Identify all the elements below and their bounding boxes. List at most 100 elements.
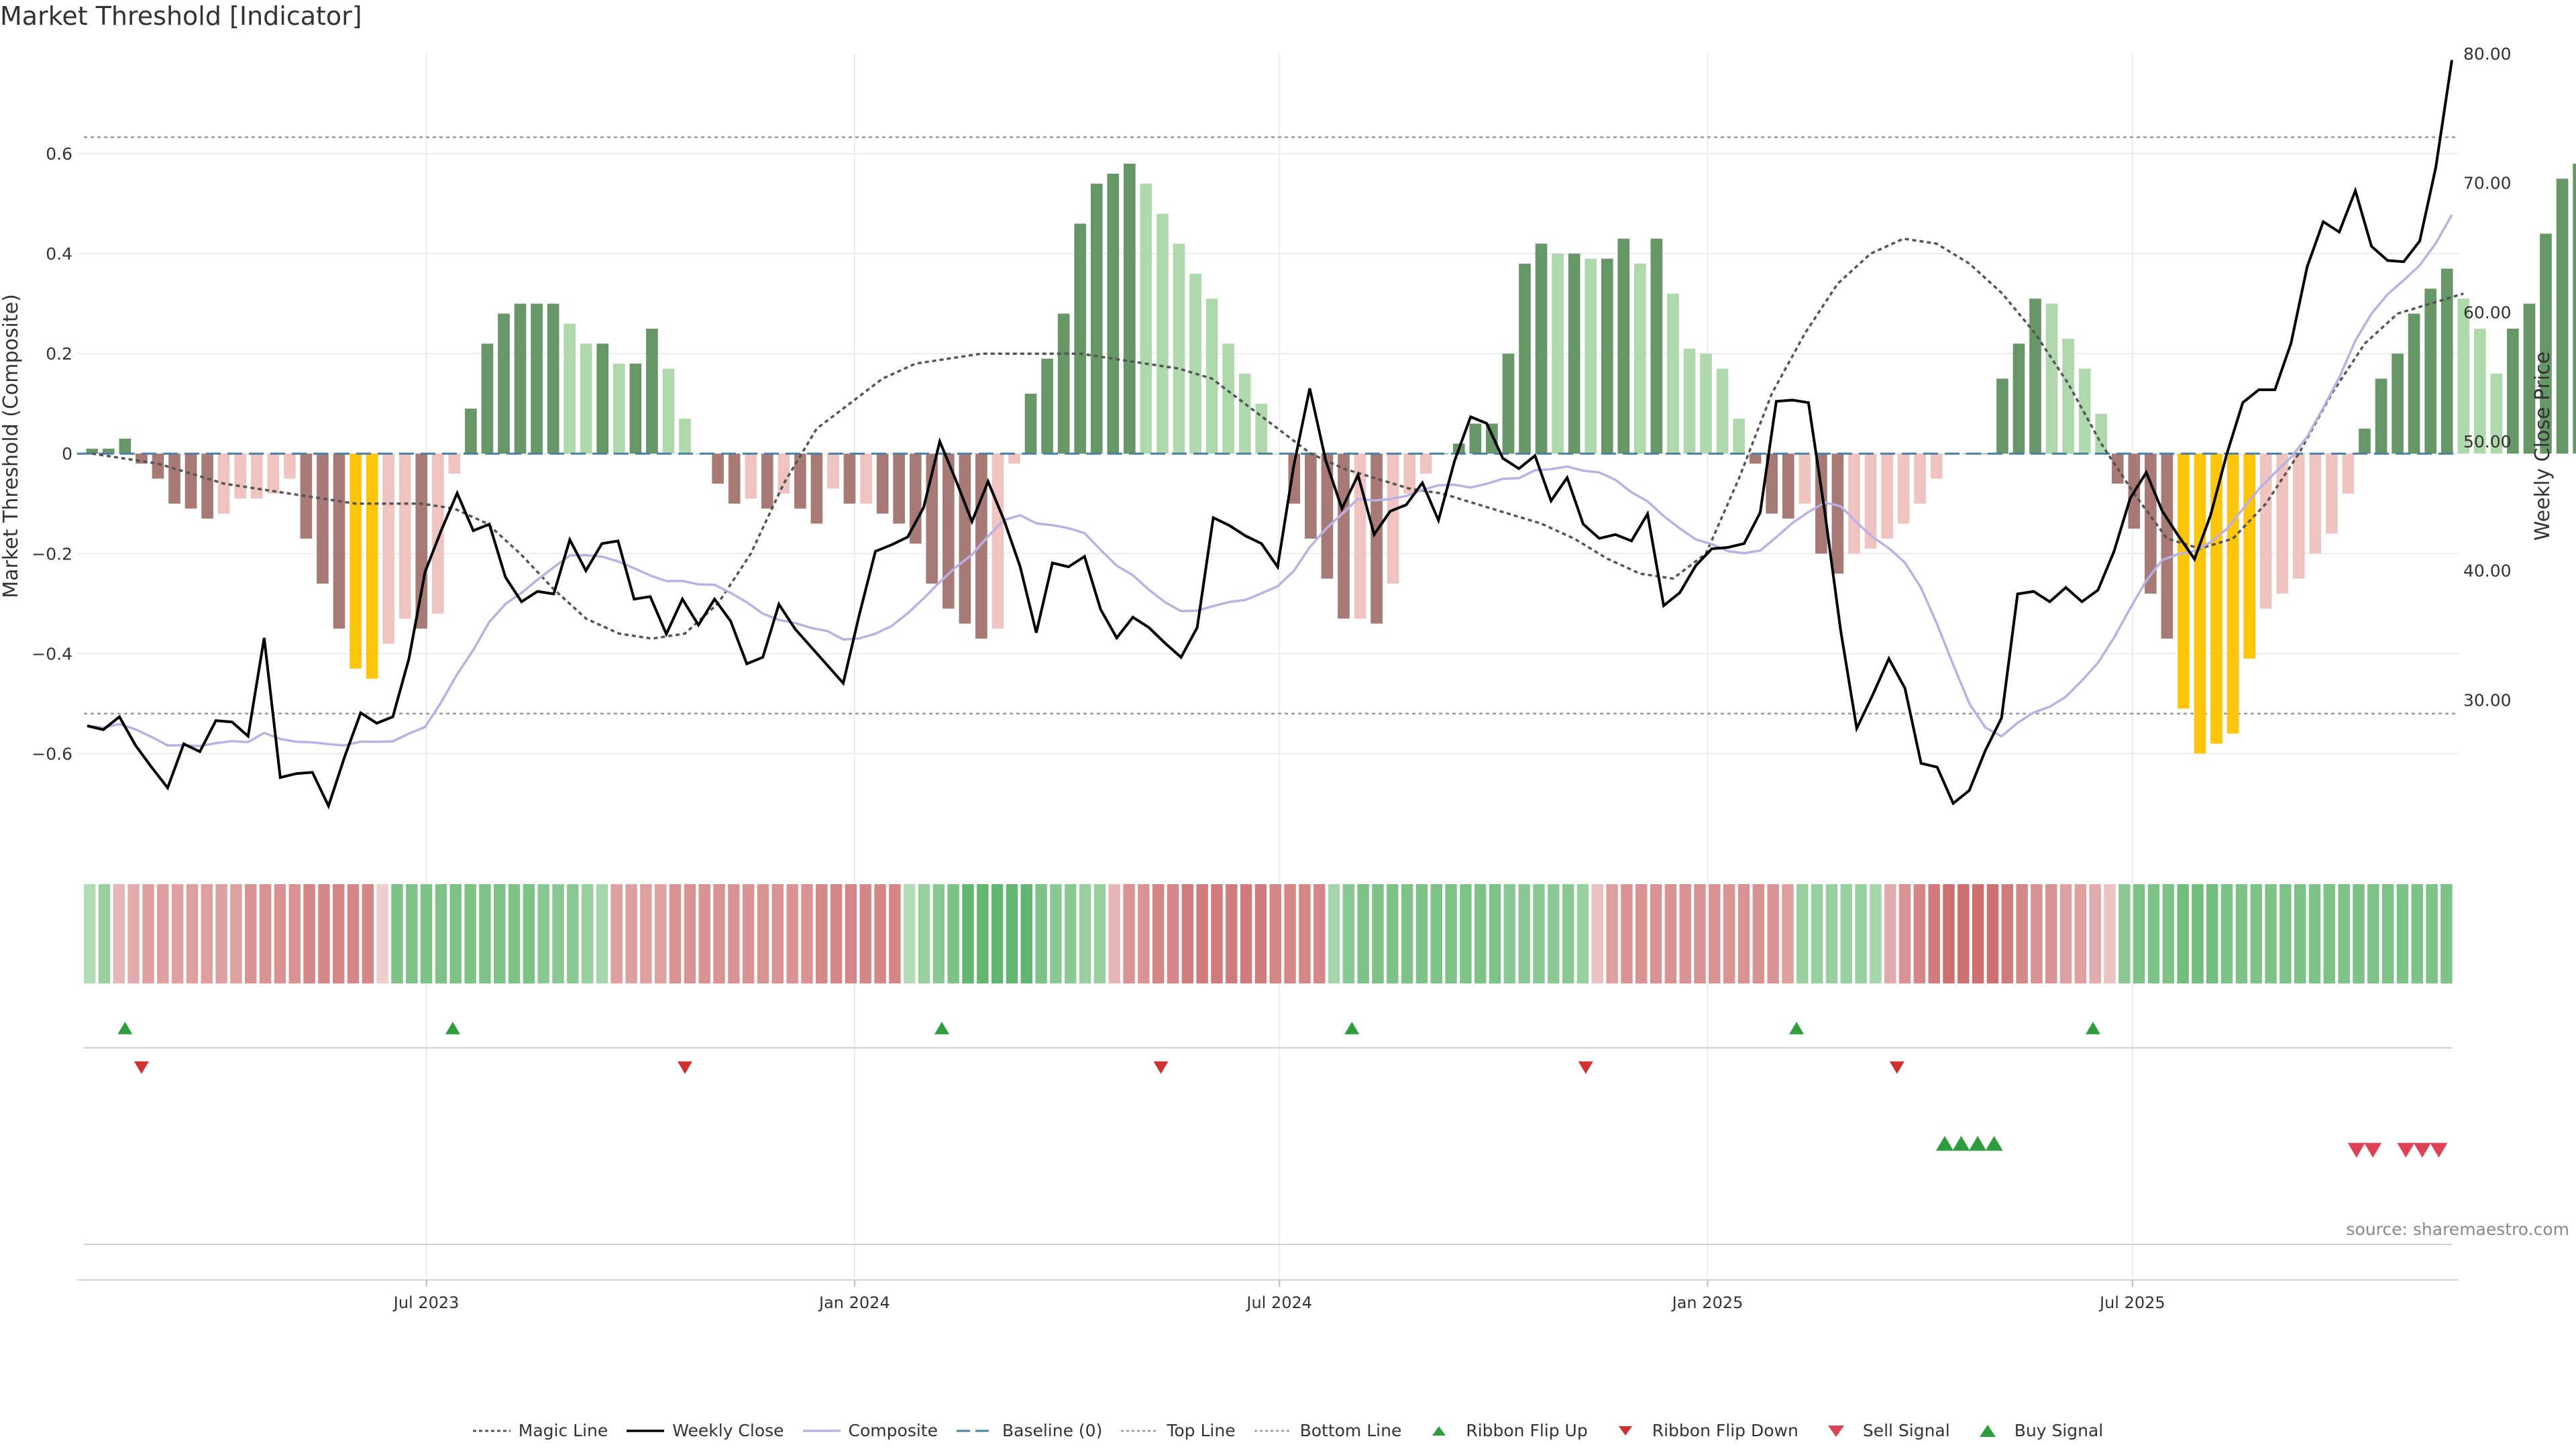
composite-bar: [1189, 273, 1201, 454]
composite-bar: [810, 453, 823, 524]
composite-bar: [1205, 299, 1218, 454]
ribbon-cell: [1679, 884, 1691, 983]
ribbon-cell: [274, 884, 286, 983]
composite-bar: [2523, 303, 2536, 454]
ribbon-cell: [977, 884, 989, 983]
composite-bar: [2029, 299, 2041, 454]
legend-item-baseline: Baseline (0): [956, 1421, 1102, 1440]
ribbon-cell: [215, 884, 227, 983]
composite-bar: [531, 303, 543, 454]
composite-bar: [2540, 233, 2552, 454]
ribbon-flip-up-marker: [1344, 1022, 1360, 1034]
ribbon-cell: [1752, 884, 1765, 983]
ribbon-cell: [947, 884, 959, 983]
composite-bar: [1617, 238, 1630, 454]
composite-bar: [448, 453, 461, 474]
ribbon-cell: [552, 884, 564, 983]
ribbon-cell: [2206, 884, 2218, 983]
ribbon-cell: [1196, 884, 1208, 983]
composite-bar: [1024, 393, 1037, 454]
composite-bar: [2012, 343, 2025, 454]
ribbon-cell: [1313, 884, 1326, 983]
ribbon-flip-up-marker: [445, 1022, 460, 1034]
legend-label: Magic Line: [518, 1421, 608, 1440]
buy-signal-marker: [1935, 1136, 1953, 1151]
composite-bar: [629, 364, 642, 454]
ribbon-cell: [859, 884, 871, 983]
ribbon-cell: [2220, 884, 2233, 983]
ribbon-cell: [1737, 884, 1750, 983]
right-tick-label: 30.00: [2463, 690, 2512, 710]
composite-bar: [2342, 453, 2355, 494]
ribbon-cell: [1518, 884, 1530, 983]
legend-item-close: Weekly Close: [627, 1421, 784, 1440]
composite-bar: [184, 453, 197, 509]
legend-swatch-magic: [472, 1430, 511, 1432]
composite-bar: [1371, 453, 1383, 624]
ribbon-cell: [288, 884, 301, 983]
ribbon-cell: [318, 884, 330, 983]
ribbon-cell: [113, 884, 125, 983]
sell-signal-marker: [2347, 1142, 2365, 1158]
ribbon-cell: [1152, 884, 1165, 983]
ribbon-cell: [2235, 884, 2248, 983]
legend-item-flip_down: Ribbon Flip Down: [1607, 1421, 1799, 1440]
buy-signal-marker: [1952, 1136, 1970, 1151]
composite-bar: [1057, 313, 1070, 454]
ribbon-cell: [1503, 884, 1516, 983]
composite-bar: [2556, 178, 2569, 454]
composite-bar: [794, 453, 806, 509]
ribbon-flip-up-marker: [2085, 1022, 2100, 1034]
composite-bar: [201, 453, 213, 519]
composite-bar: [2243, 453, 2255, 659]
ribbon-cell: [903, 884, 916, 983]
ribbon-cell: [1972, 884, 1984, 983]
composite-bar: [1271, 453, 1284, 455]
sell-signal-marker: [2364, 1142, 2382, 1158]
composite-bar: [2490, 373, 2503, 454]
composite-bar: [2161, 453, 2174, 639]
ribbon-cell: [1533, 884, 1545, 983]
legend-item-buy: Buy Signal: [1969, 1421, 2104, 1440]
ribbon-cell: [625, 884, 637, 983]
composite-bar: [975, 453, 987, 639]
ribbon-cell: [1387, 884, 1399, 983]
ribbon-flip-down-marker: [1153, 1061, 1169, 1074]
composite-bar: [596, 343, 609, 454]
composite-bar: [1519, 264, 1531, 454]
composite-bar: [102, 448, 115, 454]
ribbon-flip-down-marker: [133, 1061, 149, 1074]
ribbon-cell: [1269, 884, 1281, 983]
composite-bar: [1255, 403, 1268, 454]
ribbon-cell: [2177, 884, 2189, 983]
ribbon-cell: [2147, 884, 2160, 983]
composite-bar: [2062, 338, 2074, 454]
composite-bar: [547, 303, 559, 454]
composite-bar: [1782, 453, 1794, 519]
legend-item-magic: Magic Line: [472, 1421, 608, 1440]
ribbon-cell: [2323, 884, 2336, 983]
composite-bar: [152, 453, 164, 479]
ribbon-cell: [84, 884, 96, 983]
ribbon-cell: [1065, 884, 1077, 983]
x-tick-label: Jul 2024: [1245, 1293, 1312, 1312]
ribbon-cell: [932, 884, 945, 983]
composite-bar: [827, 453, 839, 489]
legend-label: Buy Signal: [2014, 1421, 2104, 1440]
legend-swatch-baseline: [956, 1430, 994, 1432]
left-tick-label: 0.4: [46, 244, 72, 264]
ribbon-cell: [742, 884, 755, 983]
ribbon-cell: [1284, 884, 1296, 983]
ribbon-cell: [2045, 884, 2057, 983]
ribbon-cell: [2250, 884, 2262, 983]
ribbon-cell: [801, 884, 813, 983]
composite-bar: [1321, 453, 1334, 579]
legend-item-sell: Sell Signal: [1817, 1421, 1950, 1440]
legend-item-flip_up: Ribbon Flip Up: [1420, 1421, 1588, 1440]
ribbon-cell: [567, 884, 579, 983]
ribbon-cell: [1782, 884, 1794, 983]
ribbon-cell: [2104, 884, 2116, 983]
ribbon-cell: [157, 884, 169, 983]
composite-bar: [2194, 453, 2206, 754]
legend-swatch-composite: [802, 1429, 841, 1432]
